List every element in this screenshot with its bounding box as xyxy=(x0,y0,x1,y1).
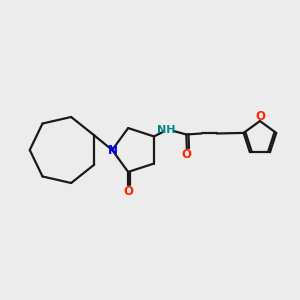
Text: NH: NH xyxy=(158,124,176,135)
Text: O: O xyxy=(255,110,265,123)
Text: O: O xyxy=(123,184,133,198)
Text: N: N xyxy=(108,143,118,157)
Text: O: O xyxy=(182,148,192,161)
